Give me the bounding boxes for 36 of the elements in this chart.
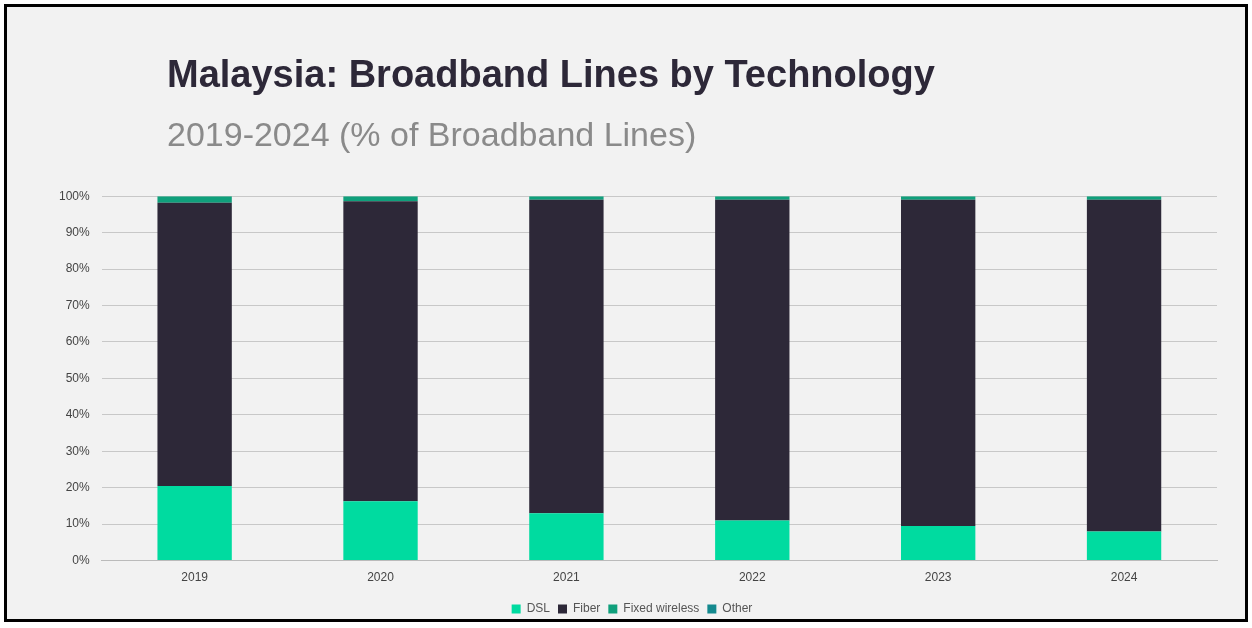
y-tick-label: 60%: [65, 334, 91, 349]
legend-label: Fixed wireless: [623, 601, 700, 616]
bar: [1086, 199, 1162, 532]
y-tick-label: 20%: [65, 480, 91, 495]
x-tick-label: 2021: [553, 570, 581, 585]
legend-label: Other: [722, 601, 753, 616]
chart-subtitle: 2019-2024 (% of Broadband Lines): [167, 115, 697, 154]
y-tick-label: 50%: [65, 370, 91, 385]
x-tick-label: 2020: [367, 570, 395, 585]
legend-label: Fiber: [572, 601, 601, 616]
bar: [901, 525, 976, 561]
y-tick-label: 70%: [65, 297, 91, 312]
x-tick-label: 2024: [1110, 570, 1138, 585]
bar: [157, 485, 232, 561]
x-tick-label: 2019: [181, 570, 209, 585]
y-tick-label: 30%: [65, 443, 91, 458]
y-tick-label: 10%: [65, 516, 91, 531]
x-tick-label: 2023: [924, 570, 952, 585]
bar: [715, 520, 790, 561]
y-tick-label: 100%: [58, 188, 91, 203]
bar: [1086, 531, 1162, 561]
x-tick-label: 2022: [738, 570, 766, 585]
bar: [343, 501, 418, 561]
y-tick-label: 80%: [65, 261, 91, 276]
y-tick-label: 40%: [65, 407, 91, 422]
bar: [529, 513, 604, 561]
bar: [529, 199, 604, 514]
bar: [343, 201, 418, 502]
bar: [157, 202, 232, 486]
bar: [901, 199, 976, 526]
bar: [715, 199, 790, 521]
bar: [157, 196, 232, 203]
legend-label: DSL: [526, 601, 551, 616]
y-tick-label: 90%: [65, 224, 91, 239]
y-tick-label: 0%: [72, 552, 91, 567]
chart-title: Malaysia: Broadband Lines by Technology: [167, 53, 935, 96]
